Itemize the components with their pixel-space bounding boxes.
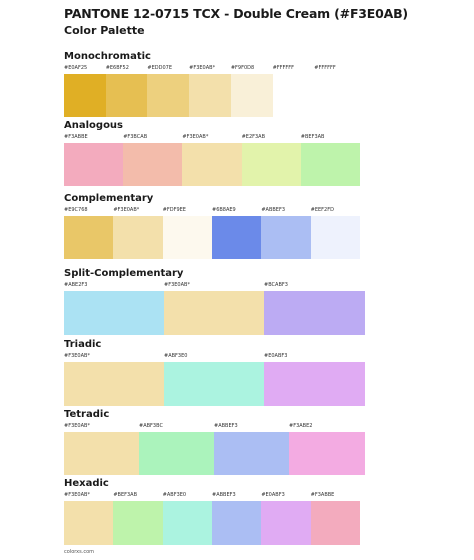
color-swatch[interactable] [241,143,302,186]
color-swatch[interactable] [261,216,312,259]
color-swatch[interactable] [314,74,357,117]
hex-label: #BEF3AB [113,492,138,498]
palette-section-tetradic: Tetradic #F3E0AB* #ABF3BC #ABBEF3 #F3ABE2 [64,408,365,475]
hex-label: #FFFFFF [314,65,336,71]
swatch-row [64,291,365,335]
hex-label: #E0AF25 [64,65,88,71]
color-swatch[interactable] [230,74,274,117]
color-swatch[interactable] [310,501,361,545]
color-swatch[interactable] [64,432,140,475]
color-swatch[interactable] [272,74,315,117]
color-swatch[interactable] [264,362,365,406]
hex-label: #F3E0AB* [113,207,140,213]
palette-title: Tetradic [64,409,110,420]
hex-label: #BEF3AB [300,134,325,140]
hex-label: #E0ABF3 [261,492,285,498]
hex-label: #E9C768 [64,207,88,213]
color-swatch[interactable] [113,501,164,545]
color-swatch[interactable] [300,143,361,186]
color-swatch[interactable] [123,143,183,186]
hex-label: #F3E0AB* [64,423,90,429]
color-swatch[interactable] [261,501,312,545]
color-swatch[interactable] [182,143,243,186]
hex-label: #F3E0AB* [182,134,209,140]
hex-label-row: #E9C768 #F3E0AB* #FDF9EE #6B8AE9 #ABBEF3 #EEF… [64,206,360,214]
color-swatch[interactable] [214,432,290,475]
color-swatch[interactable] [64,143,124,186]
color-swatch[interactable] [139,432,215,475]
color-swatch[interactable] [147,74,190,117]
page-subtitle: Color Palette [64,24,145,37]
hex-label-row: #ABE2F3 #F3E0AB* #BCABF3 [64,281,364,289]
color-swatch[interactable] [289,432,365,475]
hex-label: #ABF3E0 [164,353,188,359]
color-swatch[interactable] [264,291,365,335]
hex-label: #6B8AE9 [212,207,236,213]
hex-label: #F3ABBE [64,134,88,140]
swatch-row [64,362,365,406]
hex-label: #F3E0AB* [64,492,90,498]
hex-label-row: #F3E0AB* #ABF3E0 #E0ABF3 [64,352,364,360]
page-title: PANTONE 12-0715 TCX - Double Cream (#F3E… [64,6,408,21]
color-swatch[interactable] [162,501,213,545]
swatch-row [64,143,361,186]
swatch-row [64,432,365,475]
palette-title: Complementary [64,193,154,204]
hex-label: #F3BCAB [123,134,148,140]
hex-label-row: #F3ABBE #F3BCAB #F3E0AB* #E2F3AB #BEF3AB [64,133,360,141]
color-swatch[interactable] [212,216,262,259]
color-swatch[interactable] [164,291,265,335]
color-swatch[interactable] [113,216,164,259]
palette-section-complementary: Complementary #E9C768 #F3E0AB* #FDF9EE #6B8A… [64,192,361,259]
hex-label: #E6BF52 [105,65,129,71]
palette-section-split-complementary: Split-Complementary #ABE2F3 #F3E0AB* #BCABF… [64,267,365,335]
color-swatch[interactable] [212,501,262,545]
color-swatch[interactable] [162,216,213,259]
color-swatch[interactable] [189,74,232,117]
hex-label: #ABE2F3 [64,282,88,288]
hex-label: #ABBEF3 [212,492,236,498]
swatch-row [64,74,357,117]
hex-label: #EDD07E [147,65,172,71]
hex-label: #F3ABE2 [289,423,313,429]
palette-section-monochromatic: Monochromatic #E0AF25 #E6BF52 #EDD07E #F3E0A… [64,50,357,117]
color-swatch[interactable] [64,216,114,259]
palette-title: Hexadic [64,478,109,489]
color-swatch[interactable] [164,362,265,406]
color-swatch[interactable] [64,501,114,545]
color-swatch[interactable] [64,291,165,335]
site-credit: colorxs.com [64,549,95,555]
palette-section-hexadic: Hexadic #F3E0AB* #BEF3AB #ABF3E0 #ABBEF3 #E0A… [64,477,361,545]
hex-label: #ABBEF3 [214,423,238,429]
hex-label: #E0ABF3 [264,353,288,359]
hex-label: #ABF3E0 [162,492,187,498]
hex-label-row: #E0AF25 #E6BF52 #EDD07E #F3E0AB* #F9F0D8 #FFF… [64,64,356,72]
palette-title: Triadic [64,339,102,350]
palette-section-triadic: Triadic #F3E0AB* #ABF3E0 #E0ABF3 [64,338,365,406]
color-swatch[interactable] [310,216,361,259]
hex-label: #F9F0D8 [230,65,255,71]
palette-title: Split-Complementary [64,268,184,279]
hex-label: #FDF9EE [162,207,186,213]
hex-label: #BCABF3 [264,282,288,288]
color-swatch[interactable] [64,74,107,117]
swatch-row [64,216,361,259]
palette-title: Monochromatic [64,51,151,62]
hex-label: #ABBEF3 [261,207,286,213]
palette-section-analogous: Analogous #F3ABBE #F3BCAB #F3E0AB* #E2F3AB #B… [64,119,361,186]
hex-label: #EEF2FD [310,207,334,213]
hex-label: #F3ABBE [310,492,335,498]
hex-label-row: #F3E0AB* #ABF3BC #ABBEF3 #F3ABE2 [64,422,364,430]
hex-label: #ABF3BC [139,423,163,429]
hex-label: #F3E0AB* [164,282,190,288]
color-swatch[interactable] [105,74,148,117]
hex-label: #FFFFFF [272,65,295,71]
hex-label-row: #F3E0AB* #BEF3AB #ABF3E0 #ABBEF3 #E0ABF3 #F3A… [64,491,360,499]
palette-title: Analogous [64,120,124,131]
hex-label: #F3E0AB* [189,65,216,71]
hex-label: #F3E0AB* [64,353,90,359]
swatch-row [64,501,361,545]
hex-label: #E2F3AB [241,134,266,140]
color-swatch[interactable] [64,362,165,406]
